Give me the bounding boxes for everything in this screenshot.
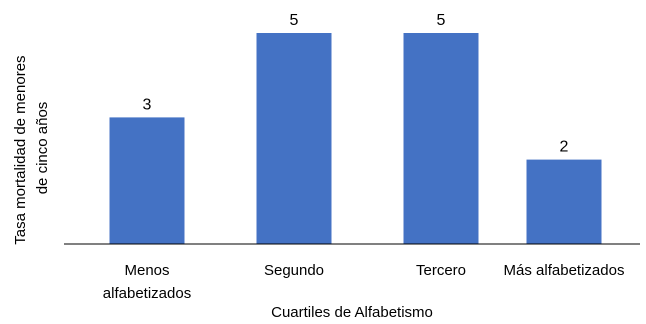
data-label: 3 — [143, 96, 152, 113]
bar — [109, 117, 185, 244]
bar — [403, 33, 479, 244]
y-axis-title: Tasa mortalidad de menores de cinco años — [12, 51, 51, 244]
x-tick-label: Segundo — [264, 262, 324, 279]
y-axis-title-line: Tasa mortalidad de menores — [12, 55, 29, 244]
bars-group — [109, 33, 602, 244]
x-tick-label: alfabetizados — [103, 285, 191, 302]
data-label: 5 — [437, 12, 446, 29]
data-label: 5 — [290, 12, 299, 29]
x-tick-label: Más alfabetizados — [504, 262, 625, 279]
x-tick-label: Menos — [124, 262, 169, 279]
data-label: 2 — [560, 139, 569, 156]
data-labels-group: 3 5 5 2 — [143, 12, 569, 156]
x-tick-label: Tercero — [416, 262, 466, 279]
bar — [256, 33, 332, 244]
x-tick-labels-group: Menos alfabetizados Segundo Tercero Más alfa… — [103, 262, 625, 302]
x-axis-title: Cuartiles de Alfabetismo — [271, 304, 433, 321]
y-axis-title-line: de cinco años — [34, 102, 51, 195]
svg-text:Tasa mortalidad de menores: Tasa mortalidad de menores de cinco años — [12, 51, 51, 244]
bar — [526, 159, 602, 244]
